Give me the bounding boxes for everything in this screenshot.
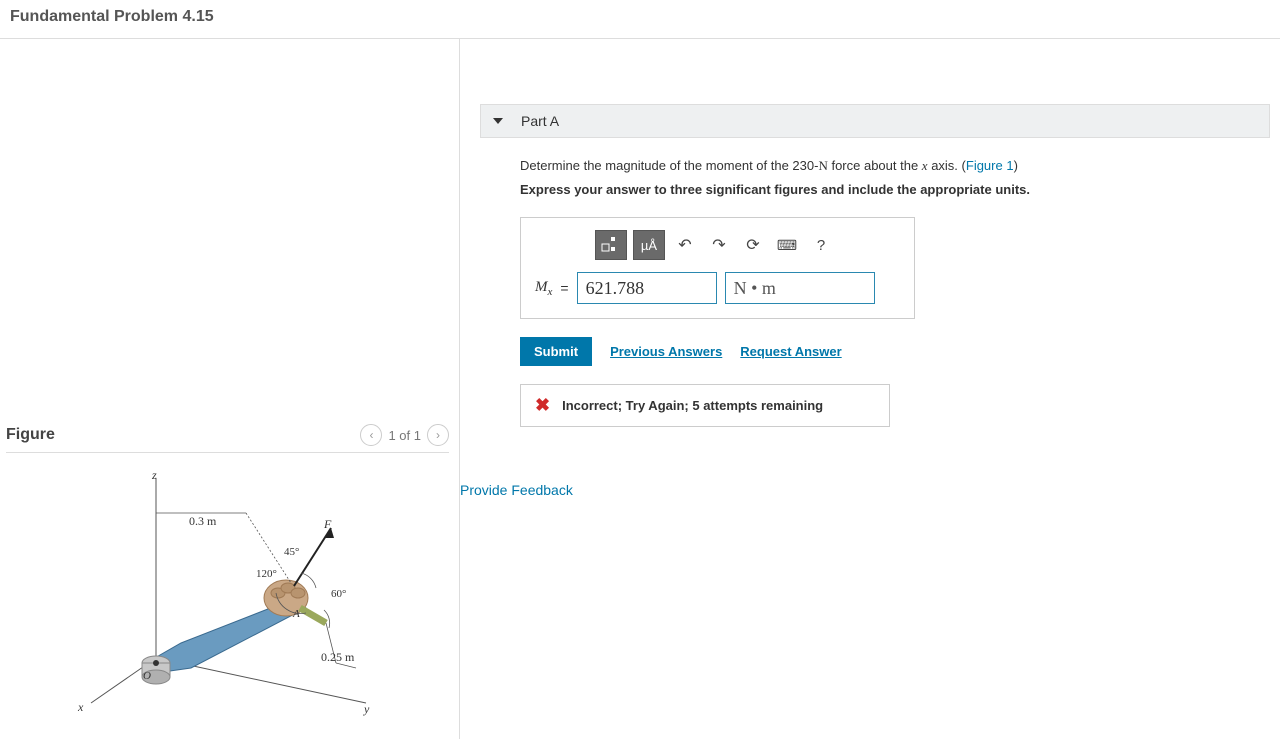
prompt-text: Determine the magnitude of the moment of…: [520, 158, 1270, 174]
collapse-caret-icon: [493, 118, 503, 124]
force-F-label: F: [324, 517, 331, 532]
figure-next-button[interactable]: ›: [427, 424, 449, 446]
angle-45: 45°: [284, 546, 299, 558]
request-answer-link[interactable]: Request Answer: [740, 344, 841, 359]
angle-60: 60°: [331, 588, 346, 600]
prompt-close: ): [1014, 158, 1018, 173]
figure-link[interactable]: Figure 1: [966, 158, 1014, 173]
dim-03m: 0.3 m: [189, 514, 216, 529]
figure-title: Figure: [6, 426, 55, 444]
incorrect-icon: ✖: [535, 395, 550, 416]
prompt-unit-N: N: [818, 158, 827, 173]
figure-pager: ‹ 1 of 1 ›: [360, 424, 449, 446]
figure-image: z x y 0.3 m F 45° 120° 60° A O 0.25 m: [76, 468, 376, 718]
undo-button[interactable]: ↶: [671, 230, 699, 260]
provide-feedback-link[interactable]: Provide Feedback: [460, 482, 1270, 498]
submit-button[interactable]: Submit: [520, 337, 592, 366]
keyboard-icon: ⌨: [777, 237, 797, 254]
answer-value-input[interactable]: [577, 272, 717, 304]
feedback-box: ✖ Incorrect; Try Again; 5 attempts remai…: [520, 384, 890, 427]
axis-x-label: x: [78, 700, 83, 715]
answer-variable-label: Mx: [535, 279, 552, 298]
units-button[interactable]: µÅ: [633, 230, 665, 260]
answer-units-input[interactable]: N • m: [725, 272, 875, 304]
help-button[interactable]: ?: [807, 230, 835, 260]
axis-y-label: y: [364, 702, 369, 717]
dim-025m: 0.25 m: [321, 650, 354, 665]
undo-icon: ↶: [678, 235, 691, 255]
redo-button[interactable]: ↷: [705, 230, 733, 260]
figure-pager-text: 1 of 1: [388, 428, 421, 443]
left-column: Figure ‹ 1 of 1 ›: [0, 39, 460, 739]
redo-icon: ↷: [712, 235, 725, 255]
page-title: Fundamental Problem 4.15: [0, 0, 1280, 38]
units-mu-label: µÅ: [641, 238, 657, 253]
answer-row: Mx = N • m: [535, 272, 900, 304]
feedback-text: Incorrect; Try Again; 5 attempts remaini…: [562, 398, 823, 413]
reset-button[interactable]: ⟳: [739, 230, 767, 260]
prompt-pre: Determine the magnitude of the moment of…: [520, 158, 818, 173]
part-header[interactable]: Part A: [480, 104, 1270, 138]
axis-z-label: z: [152, 468, 157, 483]
point-A: A: [293, 608, 300, 620]
keyboard-button[interactable]: ⌨: [773, 230, 801, 260]
answer-panel: µÅ ↶ ↷ ⟳ ⌨ ? Mx = N • m: [520, 217, 915, 319]
previous-answers-link[interactable]: Previous Answers: [610, 344, 722, 359]
figure-header: Figure ‹ 1 of 1 ›: [6, 424, 449, 453]
angle-120: 120°: [256, 568, 277, 580]
figure-prev-button[interactable]: ‹: [360, 424, 382, 446]
answer-toolbar: µÅ ↶ ↷ ⟳ ⌨ ?: [595, 230, 900, 260]
templates-icon: [601, 236, 621, 254]
prompt-mid: force about the: [828, 158, 922, 173]
part-body: Determine the magnitude of the moment of…: [480, 138, 1270, 427]
instruction-text: Express your answer to three significant…: [520, 182, 1270, 197]
action-row: Submit Previous Answers Request Answer: [520, 337, 1270, 366]
prompt-post: axis. (: [928, 158, 966, 173]
part-title: Part A: [521, 113, 559, 129]
reset-icon: ⟳: [746, 235, 759, 255]
main-container: Figure ‹ 1 of 1 ›: [0, 39, 1280, 739]
point-O: O: [143, 670, 151, 682]
equals-sign: =: [560, 280, 568, 296]
figure-panel: Figure ‹ 1 of 1 ›: [6, 424, 449, 718]
templates-button[interactable]: [595, 230, 627, 260]
help-icon: ?: [817, 237, 825, 254]
right-column: Part A Determine the magnitude of the mo…: [460, 39, 1280, 739]
